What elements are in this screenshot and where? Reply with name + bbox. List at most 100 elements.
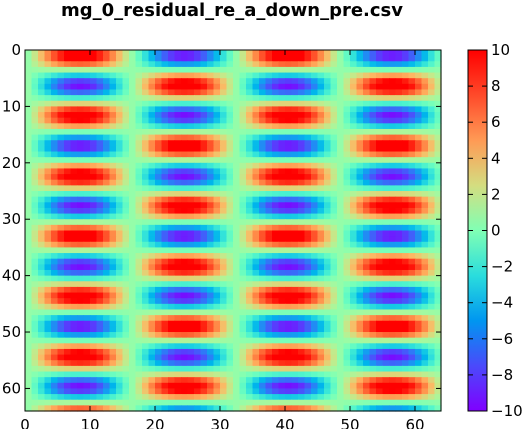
heatmap-cell bbox=[434, 253, 442, 260]
heatmap-cell bbox=[376, 241, 384, 249]
heatmap-cell bbox=[38, 140, 46, 147]
heatmap-cell bbox=[226, 157, 234, 164]
heatmap-cell bbox=[51, 134, 59, 141]
heatmap-cell bbox=[434, 281, 442, 288]
heatmap-cell bbox=[220, 185, 228, 192]
heatmap-cell bbox=[103, 55, 111, 62]
heatmap-cell bbox=[226, 140, 234, 147]
heatmap-cell bbox=[246, 264, 254, 271]
heatmap-cell bbox=[116, 72, 124, 79]
heatmap-cell bbox=[226, 174, 234, 181]
heatmap-cell bbox=[135, 89, 143, 96]
heatmap-cell bbox=[285, 360, 293, 367]
heatmap-cell bbox=[246, 134, 254, 141]
heatmap-cell bbox=[168, 388, 176, 395]
heatmap-cell bbox=[363, 123, 371, 130]
heatmap-cell bbox=[77, 332, 85, 339]
heatmap-cell bbox=[259, 100, 267, 108]
heatmap-cell bbox=[278, 371, 286, 378]
heatmap-cell bbox=[181, 61, 189, 68]
heatmap-cell bbox=[83, 179, 91, 186]
heatmap-cell bbox=[187, 134, 195, 141]
heatmap-cell bbox=[421, 151, 429, 158]
heatmap-cell bbox=[213, 371, 221, 378]
heatmap-cell bbox=[25, 388, 33, 395]
heatmap-cell bbox=[213, 258, 221, 265]
heatmap-cell bbox=[220, 213, 228, 220]
heatmap-cell bbox=[103, 343, 111, 350]
heatmap-cell bbox=[291, 100, 299, 108]
heatmap-cell bbox=[200, 315, 208, 322]
heatmap-cell bbox=[38, 89, 46, 96]
heatmap-cell bbox=[90, 281, 98, 288]
heatmap-cell bbox=[382, 213, 390, 220]
heatmap-cell bbox=[246, 377, 254, 384]
heatmap-cell bbox=[181, 83, 189, 91]
heatmap-cell bbox=[122, 309, 130, 316]
heatmap-cell bbox=[350, 275, 358, 282]
heatmap-cell bbox=[298, 292, 306, 299]
heatmap-cell bbox=[64, 117, 72, 124]
heatmap-cell bbox=[57, 117, 65, 124]
heatmap-cell bbox=[31, 230, 39, 237]
heatmap-cell bbox=[415, 230, 423, 237]
heatmap-cell bbox=[213, 83, 221, 91]
heatmap-cell bbox=[135, 382, 143, 390]
heatmap-cell bbox=[181, 326, 189, 333]
heatmap-cell bbox=[38, 286, 46, 294]
heatmap-cell bbox=[382, 179, 390, 186]
heatmap-cell bbox=[213, 112, 221, 119]
heatmap-cell bbox=[324, 394, 332, 401]
heatmap-cell bbox=[324, 185, 332, 192]
heatmap-cell bbox=[369, 151, 377, 158]
plot-frame bbox=[24, 49, 442, 412]
heatmap-cell bbox=[161, 360, 169, 367]
heatmap-cell bbox=[220, 95, 228, 102]
heatmap-cell bbox=[129, 281, 137, 288]
heatmap-cell bbox=[389, 66, 397, 74]
heatmap-cell bbox=[265, 55, 273, 62]
heatmap-cell bbox=[64, 112, 72, 119]
heatmap-cell bbox=[434, 388, 442, 395]
heatmap-cell bbox=[103, 100, 111, 108]
heatmap-cell bbox=[226, 394, 234, 401]
heatmap-cell bbox=[252, 360, 260, 367]
heatmap-cell bbox=[64, 207, 72, 215]
heatmap-cell bbox=[272, 72, 280, 79]
heatmap-cell bbox=[272, 343, 280, 350]
heatmap-cell bbox=[77, 168, 85, 175]
heatmap-cell bbox=[90, 72, 98, 79]
heatmap-cell bbox=[57, 292, 65, 299]
heatmap-cell bbox=[259, 399, 267, 406]
heatmap-cell bbox=[77, 354, 85, 361]
heatmap-cell bbox=[226, 117, 234, 124]
heatmap-cell bbox=[285, 140, 293, 147]
heatmap-cell bbox=[298, 298, 306, 305]
heatmap-cell bbox=[389, 405, 397, 412]
heatmap-cell bbox=[395, 343, 403, 350]
heatmap-cell bbox=[161, 269, 169, 277]
heatmap-cell bbox=[181, 275, 189, 282]
heatmap-cell bbox=[109, 388, 117, 395]
heatmap-cell bbox=[135, 230, 143, 237]
heatmap-cell bbox=[116, 191, 124, 198]
heatmap-cell bbox=[200, 382, 208, 390]
heatmap-cell bbox=[233, 224, 241, 232]
heatmap-cell bbox=[272, 320, 280, 327]
heatmap-cell bbox=[233, 196, 241, 203]
heatmap-cell bbox=[428, 191, 436, 198]
heatmap-cell bbox=[317, 388, 325, 395]
heatmap-cell bbox=[57, 140, 65, 147]
heatmap-cell bbox=[356, 247, 364, 254]
heatmap-cell bbox=[252, 315, 260, 322]
heatmap-cell bbox=[122, 191, 130, 198]
heatmap-cell bbox=[187, 207, 195, 215]
heatmap-cell bbox=[246, 292, 254, 299]
heatmap-cell bbox=[285, 123, 293, 130]
heatmap-cell bbox=[220, 275, 228, 282]
heatmap-cell bbox=[109, 185, 117, 192]
heatmap-cell bbox=[148, 89, 156, 96]
heatmap-cell bbox=[337, 275, 345, 282]
heatmap-cell bbox=[324, 292, 332, 299]
heatmap-cell bbox=[194, 179, 202, 186]
